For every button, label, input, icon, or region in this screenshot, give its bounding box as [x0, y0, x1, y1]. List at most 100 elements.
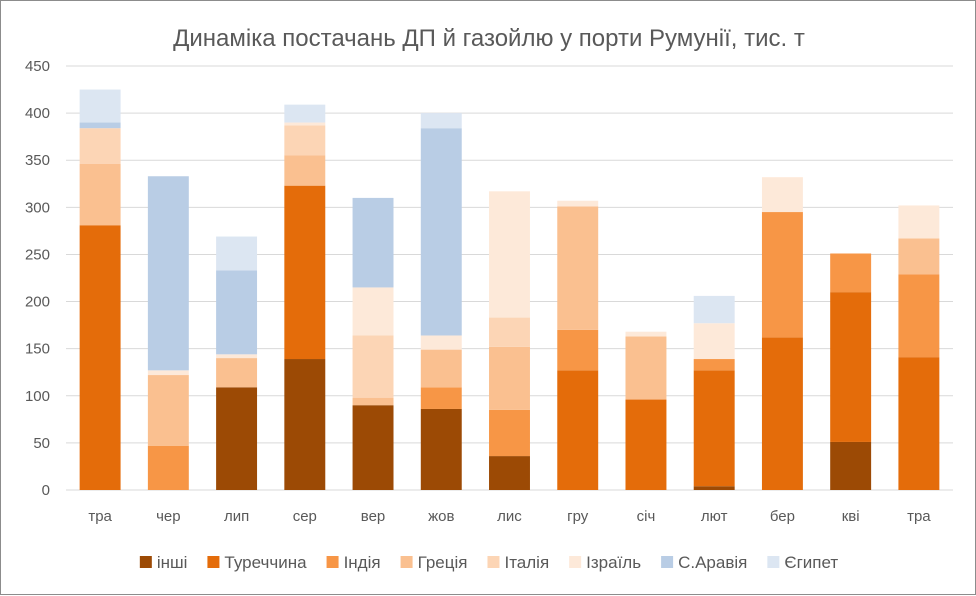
legend-swatch: [400, 556, 413, 568]
legend-item: Єгипет: [767, 553, 838, 572]
bar-segment: [352, 397, 394, 406]
bar-segment: [79, 122, 121, 129]
bar-segment: [352, 197, 394, 288]
bar-segment: [147, 370, 189, 376]
y-tick-label: 400: [25, 105, 50, 122]
bar-segment: [830, 292, 872, 442]
legend-swatch: [326, 556, 339, 568]
bar-segment: [420, 128, 462, 336]
y-tick-label: 50: [33, 435, 50, 452]
legend-item: Греція: [400, 553, 467, 572]
x-tick-label: жов: [428, 508, 454, 525]
bar-segment: [557, 206, 599, 330]
bar-segment: [420, 408, 462, 490]
legend-item: Індія: [326, 553, 381, 572]
legend-label: С.Аравія: [678, 553, 747, 572]
x-tick-label: тра: [88, 508, 112, 525]
legend-label: Ізраїль: [586, 553, 641, 572]
bar-segment: [147, 176, 189, 371]
bar-segment: [147, 375, 189, 446]
x-tick-label: лип: [224, 508, 249, 525]
bar-segment: [420, 113, 462, 129]
bar-segment: [284, 155, 326, 186]
bar-segment: [147, 445, 189, 490]
bar-segment: [284, 185, 326, 360]
bar-segment: [489, 317, 530, 347]
bar-segment: [693, 486, 735, 490]
bar-segment: [216, 236, 258, 271]
bar-segment: [352, 405, 394, 490]
bar-segment: [216, 270, 258, 355]
x-axis-labels: тра чер лип сер вер жов лис гру січ лют бер кві тра: [88, 508, 931, 525]
bar-segment: [489, 346, 530, 410]
bar-segment: [352, 287, 394, 336]
y-axis-labels: 0 50 100 150 200 250 300 350 400 450: [25, 58, 50, 499]
bar-segment: [284, 104, 326, 123]
x-tick-label: сер: [293, 508, 317, 525]
legend-item: інші: [139, 553, 187, 572]
y-tick-label: 100: [25, 388, 50, 405]
bar-segment: [693, 323, 735, 360]
y-tick-label: 450: [25, 58, 50, 75]
legend-item: Туреччина: [207, 553, 307, 572]
bar-segment: [693, 295, 735, 324]
bar-segment: [79, 128, 121, 164]
bar-segment: [898, 205, 940, 239]
x-tick-label: січ: [637, 508, 656, 525]
bar-segment: [693, 359, 735, 371]
bar-segment: [557, 200, 599, 207]
bar-segment: [625, 399, 667, 490]
x-tick-label: гру: [567, 508, 589, 525]
bar-segment: [557, 329, 599, 371]
bar-segment: [420, 349, 462, 388]
bar-segment: [216, 358, 258, 388]
bar-segment: [284, 125, 326, 156]
x-tick-label: тра: [907, 508, 931, 525]
bar-segment: [898, 357, 940, 490]
bar-segment: [761, 337, 803, 490]
legend-label: Туреччина: [224, 553, 307, 572]
legend-item: С.Аравія: [661, 553, 747, 572]
legend-swatch: [139, 556, 152, 568]
x-tick-label: вер: [361, 508, 386, 525]
bar-segment: [284, 359, 326, 490]
bar-segment: [489, 456, 530, 490]
x-tick-label: кві: [842, 508, 860, 525]
bar-segment: [420, 387, 462, 409]
legend-item: Італія: [487, 553, 549, 572]
legend-label: Індія: [344, 553, 381, 572]
x-tick-label: бер: [770, 508, 795, 525]
bar-segment: [625, 336, 667, 400]
legend-swatch: [207, 556, 220, 568]
bar-segment: [830, 253, 872, 293]
bar-segment: [489, 409, 530, 457]
x-tick-label: лют: [701, 508, 728, 525]
bars: [79, 89, 940, 491]
y-tick-label: 350: [25, 152, 50, 169]
x-tick-label: лис: [497, 508, 522, 525]
bar-segment: [830, 441, 872, 490]
legend-item: Ізраїль: [569, 553, 641, 572]
legend-label: Італія: [504, 553, 549, 572]
bar-segment: [761, 177, 803, 213]
legend-swatch: [569, 556, 582, 568]
bar-segment: [216, 354, 258, 359]
bar-segment: [557, 370, 599, 490]
bar-segment: [79, 225, 121, 491]
bar-segment: [693, 370, 735, 487]
bar-segment: [898, 274, 940, 358]
bar-segment: [420, 335, 462, 350]
bar-segment: [898, 238, 940, 275]
bar-segment: [79, 89, 121, 123]
bar-segment: [216, 387, 258, 490]
bar-segment: [761, 212, 803, 338]
bar-segment: [284, 122, 326, 126]
legend: інші Туреччина Індія Греція Італія Ізраїль С.А…: [139, 553, 838, 572]
bar-segment: [489, 191, 530, 318]
y-tick-label: 0: [42, 482, 50, 499]
chart-title: Динаміка постачань ДП й газойлю у порти …: [173, 25, 805, 52]
y-tick-label: 150: [25, 341, 50, 358]
legend-swatch: [767, 556, 780, 568]
